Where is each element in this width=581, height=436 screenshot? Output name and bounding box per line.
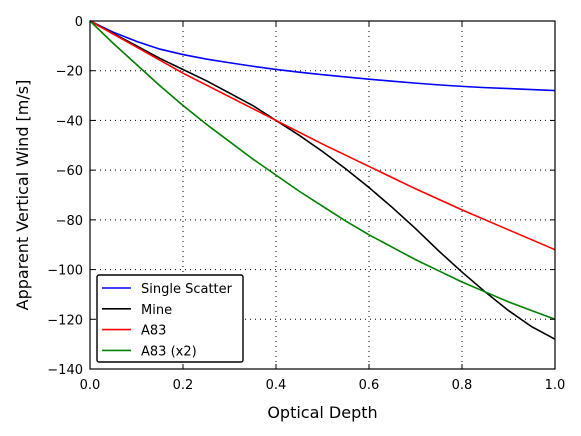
y-axis-label: Apparent Vertical Wind [m/s]: [13, 80, 32, 311]
y-tick-label: −40: [56, 114, 83, 129]
y-tick-label: 0: [75, 15, 83, 30]
axis-ticks: [89, 20, 556, 370]
legend-label-single-scatter: Single Scatter: [141, 282, 233, 297]
x-tick-label: 0.0: [80, 378, 101, 393]
series-line-mine: [89, 20, 556, 340]
y-tick-label: −20: [56, 65, 83, 80]
legend-label-mine: Mine: [141, 303, 172, 318]
y-tick-label: −80: [56, 214, 83, 229]
x-tick-labels: 0.0 0.2 0.4 0.6 0.8 1.0: [80, 378, 566, 393]
legend-label-a83: A83: [141, 324, 166, 339]
x-tick-label: 1.0: [545, 378, 566, 393]
x-tick-label: 0.4: [266, 378, 287, 393]
legend-box: [96, 274, 244, 363]
plot-frame: [89, 20, 556, 370]
series-line-a83-x2: [89, 20, 556, 321]
x-tick-label: 0.8: [452, 378, 473, 393]
series-lines: [89, 20, 556, 340]
y-tick-labels: 0 −20 −40 −60 −80 −100 −120 −140: [47, 15, 83, 378]
series-line-a83: [89, 20, 556, 251]
y-tick-label: −120: [47, 313, 83, 328]
x-tick-label: 0.2: [173, 378, 194, 393]
y-tick-label: −140: [47, 363, 83, 378]
y-tick-label: −60: [56, 164, 83, 179]
x-axis-label: Optical Depth: [267, 403, 377, 422]
y-tick-label: −100: [47, 264, 83, 279]
series-line-single-scatter: [89, 20, 556, 92]
legend: Single Scatter Mine A83 A83 (x2): [96, 274, 244, 363]
legend-label-a83-x2: A83 (x2): [141, 344, 197, 359]
x-tick-label: 0.6: [359, 378, 380, 393]
